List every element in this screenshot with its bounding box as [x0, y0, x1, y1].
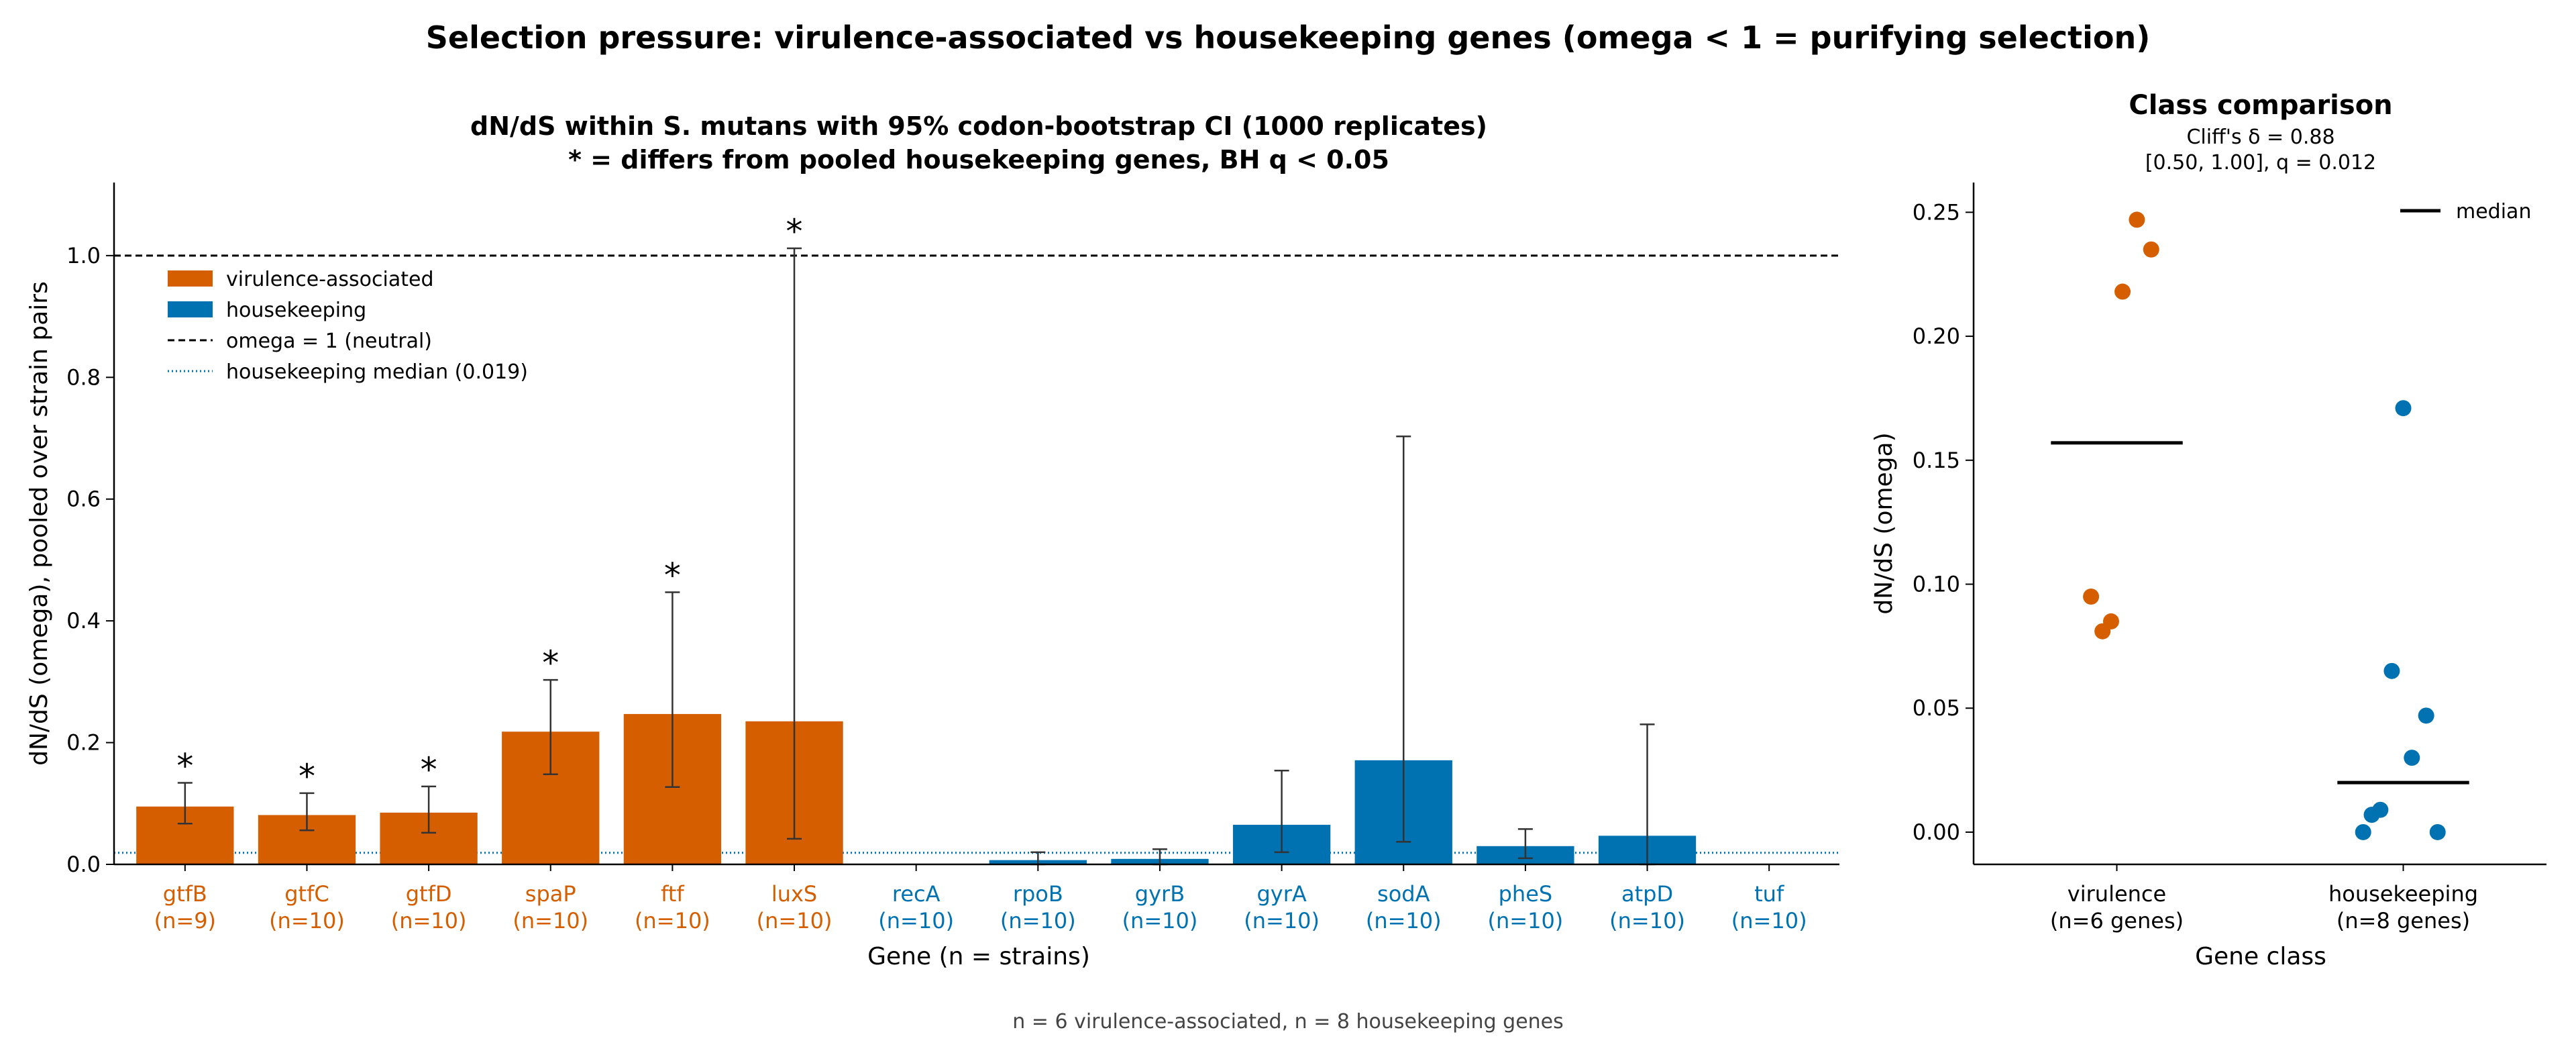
x-tick-label-gtfB: gtfB: [163, 881, 207, 907]
point-virulence: [2102, 613, 2119, 629]
legend-label-median: median: [2456, 200, 2531, 223]
figure-suptitle: Selection pressure: virulence-associated…: [426, 19, 2150, 56]
bar-plot-area: *gtfB(n=9)*gtfC(n=10)*gtfD(n=10)*spaP(n=…: [66, 183, 1839, 933]
x-tick-count-gtfB: (n=9): [154, 908, 216, 933]
x-tick-count-sodA: (n=10): [1366, 908, 1442, 933]
x-tick-label-sodA: sodA: [1377, 881, 1430, 907]
bar-chart-y-axis-label: dN/dS (omega), pooled over strain pairs: [25, 281, 53, 766]
x-tick-count-gyrA: (n=10): [1244, 908, 1320, 933]
y-tick-label: 0.00: [1913, 819, 1960, 845]
x-tick-count-gtfD: (n=10): [391, 908, 467, 933]
significance-marker-gtfC: *: [299, 757, 315, 796]
y-tick-label: 0.10: [1913, 572, 1960, 597]
y-tick-label: 0.15: [1913, 448, 1960, 473]
point-virulence: [2083, 588, 2100, 605]
legend-label-housekeeping: housekeeping: [226, 299, 366, 322]
point-virulence: [2143, 241, 2159, 258]
y-tick-label: 0.6: [66, 487, 101, 512]
point-housekeeping: [2429, 823, 2446, 840]
scatter-y-axis-label: dN/dS (omega): [1870, 432, 1898, 614]
x-tick-label-virulence: virulence: [2068, 881, 2166, 907]
class-comparison-title: Class comparison: [2129, 90, 2392, 121]
bar-chart-title: dN/dS within S. mutans with 95% codon-bo…: [470, 111, 1487, 141]
point-housekeeping: [2404, 750, 2420, 766]
significance-marker-gtfD: *: [421, 750, 437, 789]
legend-label-neutral: omega = 1 (neutral): [226, 330, 432, 353]
x-tick-label-rpoB: rpoB: [1013, 881, 1063, 907]
legend-swatch-virulence: [168, 270, 213, 287]
y-tick-label: 0.05: [1913, 695, 1960, 721]
y-tick-label: 0.4: [66, 608, 101, 634]
x-tick-label-gtfC: gtfC: [284, 881, 329, 907]
x-tick-count-rpoB: (n=10): [1000, 908, 1076, 933]
point-virulence: [2114, 283, 2131, 300]
x-tick-label-luxS: luxS: [771, 881, 817, 907]
x-tick-count-gyrB: (n=10): [1122, 908, 1198, 933]
bar-chart-legend: virulence-associated housekeeping omega …: [168, 268, 528, 384]
x-tick-label-gyrA: gyrA: [1256, 881, 1306, 907]
legend-label-housekeeping-median: housekeeping median (0.019): [226, 360, 528, 384]
legend-swatch-housekeeping: [168, 301, 213, 317]
x-tick-count-recA: (n=10): [878, 908, 954, 933]
x-tick-label-ftf: ftf: [661, 881, 684, 907]
x-tick-label-recA: recA: [892, 881, 941, 907]
x-tick-label-tuf: tuf: [1754, 881, 1784, 907]
scatter-x-axis-label: Gene class: [2195, 943, 2326, 970]
y-tick-label: 0.0: [66, 852, 101, 877]
bar-chart-x-axis-label: Gene (n = strains): [867, 943, 1090, 970]
significance-marker-spaP: *: [542, 644, 559, 683]
x-tick-count-gtfC: (n=10): [269, 908, 345, 933]
bar-chart-subtitle: * = differs from pooled housekeeping gen…: [568, 145, 1389, 174]
figure-footnote: n = 6 virulence-associated, n = 8 housek…: [1012, 1010, 1564, 1033]
y-tick-label: 0.20: [1913, 323, 1960, 349]
y-tick-label: 0.25: [1913, 199, 1960, 225]
x-tick-count-luxS: (n=10): [757, 908, 833, 933]
x-tick-label-pheS: pheS: [1499, 881, 1553, 907]
x-tick-count-ftf: (n=10): [635, 908, 710, 933]
y-tick-label: 0.8: [66, 364, 101, 390]
point-virulence: [2129, 211, 2145, 228]
significance-marker-ftf: *: [664, 556, 681, 595]
significance-marker-gtfB: *: [176, 746, 193, 785]
y-tick-label: 1.0: [66, 243, 101, 268]
x-tick-count-housekeeping: (n=8 genes): [2337, 908, 2470, 933]
x-tick-count-tuf: (n=10): [1731, 908, 1807, 933]
x-tick-label-gtfD: gtfD: [406, 881, 452, 907]
x-tick-label-housekeeping: housekeeping: [2328, 881, 2478, 907]
y-tick-label: 0.2: [66, 730, 101, 756]
class-comparison-subtitle-line-1: Cliff's δ = 0.88: [2186, 125, 2334, 149]
class-comparison-panel: Class comparison Cliff's δ = 0.88 [0.50,…: [1870, 90, 2546, 970]
point-housekeeping: [2395, 400, 2412, 417]
x-tick-count-atpD: (n=10): [1609, 908, 1685, 933]
x-tick-label-spaP: spaP: [525, 881, 576, 907]
significance-marker-luxS: *: [786, 212, 803, 251]
x-tick-count-pheS: (n=10): [1488, 908, 1564, 933]
scatter-plot-area: virulence(n=6 genes) housekeeping(n=8 gen…: [1913, 183, 2546, 933]
legend-label-virulence: virulence-associated: [226, 268, 434, 291]
scatter-legend: median: [2400, 200, 2531, 223]
point-housekeeping: [2383, 662, 2400, 679]
x-tick-label-gyrB: gyrB: [1135, 881, 1185, 907]
bar-chart-panel: dN/dS within S. mutans with 95% codon-bo…: [25, 111, 1839, 970]
x-tick-count-spaP: (n=10): [513, 908, 588, 933]
point-housekeeping: [2355, 823, 2371, 840]
point-housekeeping: [2418, 707, 2434, 724]
class-comparison-subtitle-line-2: [0.50, 1.00], q = 0.012: [2145, 151, 2376, 174]
x-tick-label-atpD: atpD: [1621, 881, 1673, 907]
point-housekeeping: [2372, 801, 2389, 818]
x-tick-count-virulence: (n=6 genes): [2050, 908, 2184, 933]
